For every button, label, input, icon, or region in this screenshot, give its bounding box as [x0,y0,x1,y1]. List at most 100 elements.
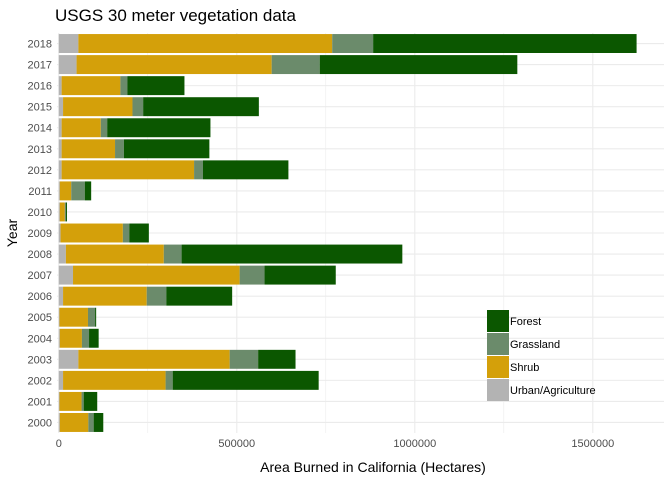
bar-grassland-2012 [194,160,203,180]
x-tick-labels: 0 500000 1000000 1500000 [56,438,614,450]
y-tick-labels: 2000 2001 2002 2003 2004 2005 2006 2007 2008 2009… [28,39,52,430]
y-tick-label: 2006 [28,291,52,303]
bar-forest-2013 [123,139,210,159]
bar-forest-2011 [84,181,92,201]
y-tick-label: 2004 [28,333,52,345]
bar-forest-2016 [127,76,185,96]
y-tick-label: 2007 [28,270,52,282]
x-axis-title: Area Burned in California (Hectares) [260,459,486,475]
bar-grassland-2015 [132,97,144,117]
bar-forest-2017 [319,55,518,75]
bar-shrub-2011 [59,181,72,201]
legend: Forest Grassland Shrub Urban/Agriculture [487,310,596,401]
bar-shrub-2015 [63,97,133,117]
bar-grassland-2001 [81,391,84,411]
bar-shrub-2005 [59,307,88,327]
y-tick-label: 2005 [28,312,52,324]
bar-grassland-2000 [88,413,94,432]
bar-shrub-2017 [76,55,272,75]
bar-shrub-2007 [73,265,240,285]
bar-grassland-2005 [87,307,96,327]
bar-shrub-2009 [60,223,123,243]
bar-shrub-2004 [59,328,82,348]
bar-urban-agriculture-2003 [58,349,79,369]
bar-forest-2009 [129,223,149,243]
bar-grassland-2011 [71,181,85,201]
x-tick-label: 1500000 [571,438,614,450]
bar-grassland-2016 [120,76,128,96]
bar-urban-agriculture-2015 [58,97,64,117]
legend-label: Grassland [510,339,560,351]
y-tick-label: 2003 [28,354,52,366]
y-tick-label: 2008 [28,249,52,261]
bar-grassland-2009 [122,223,130,243]
bar-urban-agriculture-2017 [58,55,77,75]
bar-grassland-2017 [271,55,320,75]
bar-forest-2018 [373,34,637,53]
bar-grassland-2008 [163,244,182,264]
bar-forest-2007 [264,265,336,285]
bar-forest-2010 [65,202,67,222]
bar-forest-2015 [143,97,259,117]
legend-label: Shrub [510,362,539,374]
y-tick-label: 2017 [28,60,52,72]
chart-title: USGS 30 meter vegetation data [55,6,297,25]
bar-urban-agriculture-2009 [58,223,61,243]
bar-grassland-2010 [64,202,66,222]
bar-forest-2008 [181,244,403,264]
bar-grassland-2004 [81,328,90,348]
bar-grassland-2007 [239,265,265,285]
y-tick-label: 2010 [28,207,52,219]
x-tick-label: 1000000 [393,438,436,450]
bar-grassland-2018 [332,34,374,53]
bar-forest-2004 [89,328,99,348]
bar-forest-2014 [107,118,211,138]
bar-urban-agriculture-2014 [58,118,62,138]
bar-urban-agriculture-2004 [58,328,60,348]
y-tick-label: 2011 [28,186,52,198]
bars-layer [58,34,637,432]
bar-forest-2001 [83,391,98,411]
bar-urban-agriculture-2011 [58,181,60,201]
legend-key-forest [487,310,509,332]
bar-forest-2003 [258,349,296,369]
bar-grassland-2002 [165,370,173,390]
y-tick-label: 2002 [28,375,52,387]
bar-urban-agriculture-2006 [58,286,64,306]
legend-label: Forest [510,316,541,328]
bar-shrub-2006 [63,286,147,306]
bar-grassland-2006 [146,286,167,306]
bar-shrub-2018 [78,34,333,53]
legend-key-urban-agriculture [487,379,509,401]
y-tick-label: 2015 [28,102,52,114]
bar-shrub-2010 [59,202,65,222]
bar-forest-2006 [166,286,233,306]
bar-urban-agriculture-2000 [58,413,60,432]
bar-urban-agriculture-2008 [58,244,66,264]
bar-shrub-2003 [78,349,230,369]
y-tick-label: 2012 [28,165,52,177]
bar-shrub-2014 [61,118,101,138]
bar-urban-agriculture-2013 [58,139,62,159]
y-tick-label: 2013 [28,144,52,156]
bar-forest-2000 [93,413,104,432]
bar-grassland-2003 [229,349,259,369]
bar-urban-agriculture-2002 [58,370,64,390]
bar-forest-2012 [202,160,289,180]
bar-urban-agriculture-2016 [58,76,62,96]
x-tick-label: 0 [56,438,62,450]
y-tick-label: 2009 [28,228,52,240]
bar-grassland-2013 [115,139,124,159]
x-tick-label: 500000 [218,438,255,450]
y-tick-label: 2014 [28,123,52,135]
legend-label: Urban/Agriculture [510,385,596,397]
y-tick-label: 2018 [28,39,52,51]
bar-shrub-2008 [65,244,164,264]
bar-urban-agriculture-2012 [58,160,62,180]
bar-shrub-2000 [59,413,89,432]
bar-urban-agriculture-2005 [58,307,60,327]
bar-urban-agriculture-2001 [58,391,60,411]
bar-shrub-2001 [59,391,82,411]
bar-urban-agriculture-2010 [58,202,60,222]
